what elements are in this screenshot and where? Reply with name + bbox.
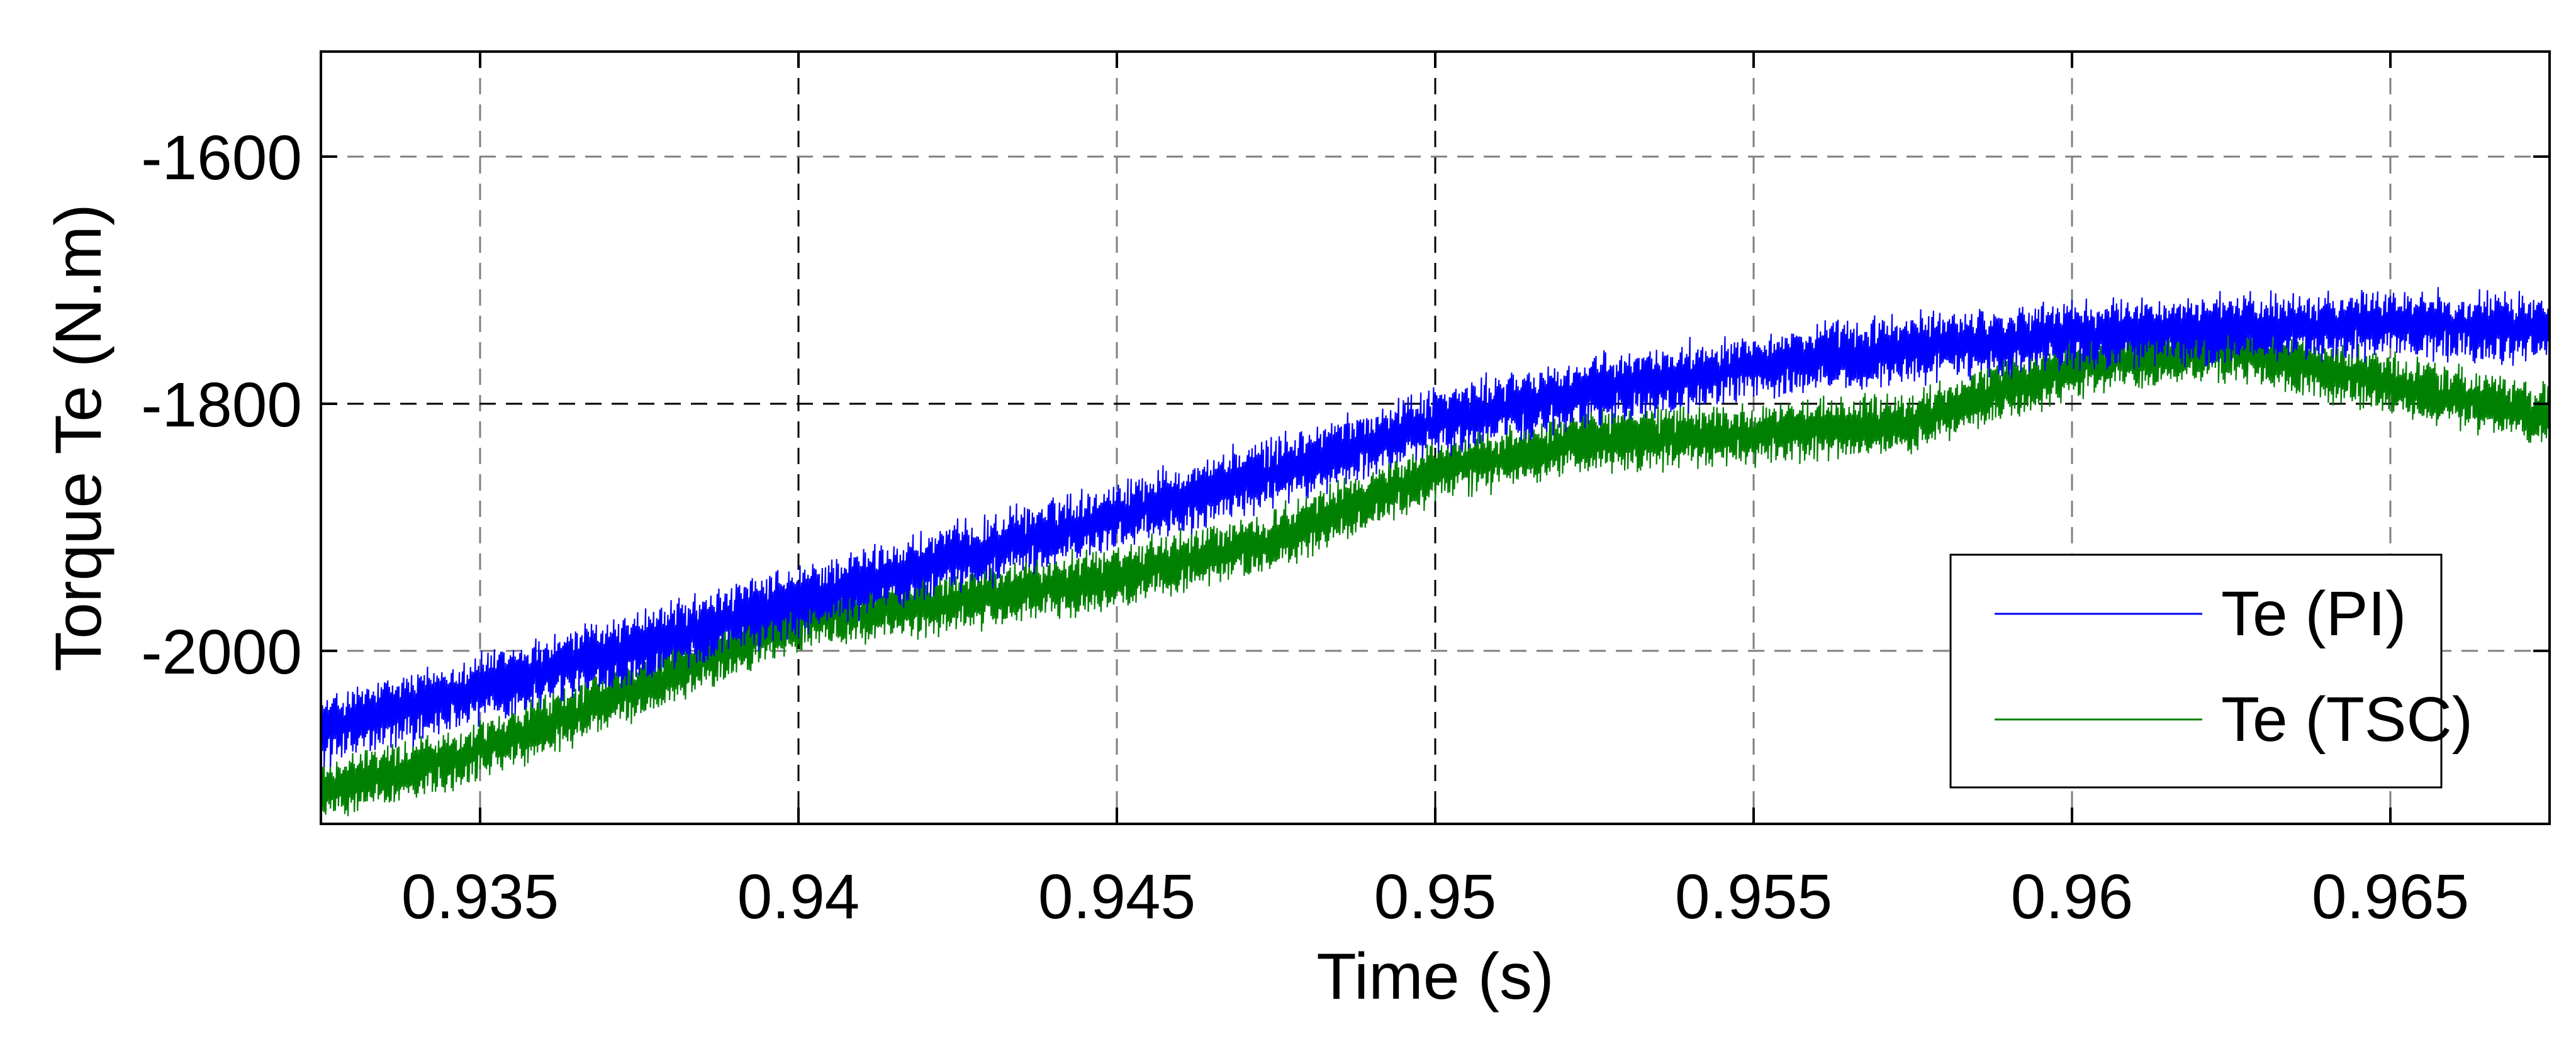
legend-box [1949, 553, 2443, 789]
y-tick-label: -2000 [141, 617, 302, 687]
x-tick-label: 0.95 [1374, 862, 1497, 932]
x-tick-label: 0.935 [401, 862, 559, 932]
x-tick-label: 0.96 [2011, 862, 2134, 932]
legend-label-pi: Te (PI) [2221, 579, 2406, 649]
x-axis-label: Time (s) [1316, 940, 1554, 1013]
series-line-te-pi [320, 287, 2551, 767]
y-tick-label: -1800 [141, 370, 302, 440]
legend: Te (PI) Te (TSC) [1949, 553, 2473, 789]
series-layer [320, 287, 2551, 819]
x-tick-label: 0.955 [1675, 862, 1832, 932]
y-axis-label: Torque Te (N.m) [42, 204, 115, 672]
y-tick-label: -1600 [141, 123, 302, 193]
x-tick-label: 0.965 [2312, 862, 2469, 932]
legend-label-tsc: Te (TSC) [2221, 684, 2473, 755]
x-tick-label: 0.94 [737, 862, 860, 932]
ticks [321, 52, 2550, 824]
tick-labels: 0.935 0.94 0.945 0.95 0.955 0.96 0.965 -1600 -18… [141, 123, 2469, 932]
x-tick-label: 0.945 [1038, 862, 1196, 932]
